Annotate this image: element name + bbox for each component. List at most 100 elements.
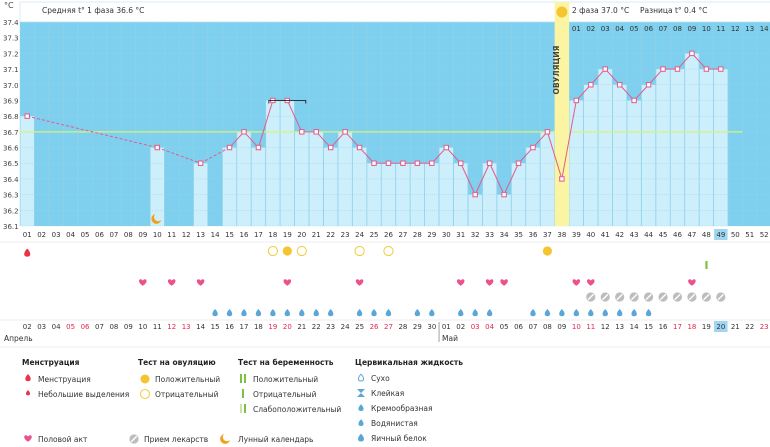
y-tick-label: 37.1	[3, 66, 19, 74]
legend-cervical-item: Яичный белок	[371, 434, 427, 443]
temperature-point	[660, 66, 666, 72]
date-label: 16	[659, 323, 668, 331]
cycle-day-label: 07	[109, 231, 118, 239]
cycle-day-label: 40	[586, 231, 595, 239]
medication-marker	[600, 292, 610, 302]
temperature-point	[299, 129, 305, 135]
y-axis: 36.1 36.2 36.3 36.4 36.5 36.6 36.7 36.8 36.9 37.0…	[3, 19, 19, 231]
series-segment	[286, 100, 303, 133]
legend-pregnancy-faint: Слабоположительный	[253, 405, 341, 414]
cervical-fluid-marker	[602, 309, 608, 317]
date-label: 05	[66, 323, 75, 331]
phase2-day-label: 04	[615, 25, 624, 33]
pill-line	[130, 435, 138, 443]
date-label: 21	[297, 323, 306, 331]
temperature-point	[689, 50, 695, 57]
cervical-dry-icon	[357, 373, 365, 382]
cervical-fluid-marker	[327, 309, 334, 317]
intercourse-marker	[283, 279, 292, 286]
cycle-day-label: 22	[326, 231, 335, 239]
pill-line	[674, 293, 681, 301]
cycle-day-label: 42	[615, 231, 624, 239]
date-label: 03	[471, 323, 480, 331]
medication-marker	[643, 292, 654, 302]
cervical-fluid-marker	[284, 309, 291, 317]
date-label: 25	[355, 323, 364, 331]
cervical-fluid-marker	[616, 309, 623, 317]
temperature-cell	[656, 69, 670, 226]
y-axis-unit: °C	[4, 1, 14, 10]
cycle-day-label: 19	[283, 231, 292, 239]
menstruation-icon	[25, 374, 31, 382]
phase2-day-label: 05	[630, 25, 639, 33]
date-label: 02	[23, 323, 32, 331]
temperature-point	[588, 82, 594, 88]
phase2-day-label: 10	[702, 25, 711, 33]
medication-marker	[672, 292, 683, 302]
cycle-day-label: 24	[355, 231, 364, 239]
medication-icon	[129, 434, 139, 444]
cycle-day-label: 51	[745, 231, 754, 239]
cervical-fluid-marker	[212, 309, 218, 317]
cervical-watery-icon	[358, 419, 364, 427]
ovulation-sun-icon	[556, 6, 568, 18]
legend-ovulation-positive: Положительный	[155, 375, 220, 384]
temperature-cell	[251, 147, 266, 226]
temperature-cell	[598, 69, 613, 226]
date-label: 12	[167, 323, 176, 331]
intercourse-marker	[139, 279, 147, 286]
intercourse-marker	[167, 279, 176, 286]
date-label: 09	[124, 323, 133, 331]
date-label: 24	[341, 323, 350, 331]
date-label: 04	[52, 323, 61, 331]
pill-line	[703, 293, 710, 301]
menstruation-marker	[24, 248, 31, 257]
cycle-day-label: 47	[687, 231, 696, 239]
date-label: 13	[182, 323, 191, 331]
date-label: 11	[153, 323, 162, 331]
temperature-points	[24, 50, 724, 224]
legend-intercourse: Половой акт	[38, 435, 88, 444]
date-label: 22	[745, 323, 754, 331]
cycle-day-label: 09	[138, 231, 147, 239]
temperature-cell	[670, 69, 685, 226]
grid-lines	[19, 21, 770, 227]
cervical-fluid-marker	[472, 309, 478, 317]
cervical-fluid-marker	[313, 309, 319, 317]
phase2-day-label: 08	[673, 25, 682, 33]
cervical-fluid-marker	[631, 309, 637, 317]
temperature-cell	[540, 131, 555, 226]
spotting-icon	[25, 390, 31, 396]
pill-line	[587, 293, 595, 301]
medication-marker	[658, 292, 668, 302]
ovulation-day-column	[554, 2, 570, 226]
cycle-day-label: 16	[240, 231, 249, 239]
date-label: 11	[586, 323, 595, 331]
cycle-day-label: 02	[37, 231, 46, 239]
phase2-day-label: 11	[716, 25, 725, 33]
temperature-point	[674, 66, 681, 72]
intercourse-marker	[500, 279, 508, 286]
ovulation-test-negative-marker	[354, 245, 365, 257]
temperature-cell	[338, 131, 352, 226]
phase2-day-label: 06	[644, 25, 653, 33]
date-label: 19	[268, 323, 277, 331]
legend-pregnancy-title: Тест на беременность	[238, 358, 334, 367]
pill-line	[688, 293, 696, 301]
day-axes: 01 02 03 04 05 06 07 08 09 10 11 12 13 14 15 16 17 18 19 20…	[0, 229, 770, 343]
cycle-day-label: 37	[543, 231, 552, 239]
temperature-point	[573, 97, 580, 104]
intercourse-icon	[24, 435, 32, 442]
temperature-point	[226, 144, 233, 151]
legend-pregnancy-negative: Отрицательный	[253, 390, 317, 399]
cycle-day-label: 15	[225, 231, 234, 239]
cycle-day-label: 20	[297, 231, 306, 239]
temperature-cell	[150, 147, 165, 226]
cervical-sticky-icon	[357, 389, 365, 397]
y-tick-label: 36.3	[3, 192, 19, 200]
pregnancy-positive-icon	[240, 374, 242, 383]
pregnancy-positive-icon	[244, 374, 246, 383]
intercourse-marker	[572, 279, 581, 286]
intercourse-marker	[688, 279, 696, 286]
temperature-cell	[685, 53, 699, 227]
